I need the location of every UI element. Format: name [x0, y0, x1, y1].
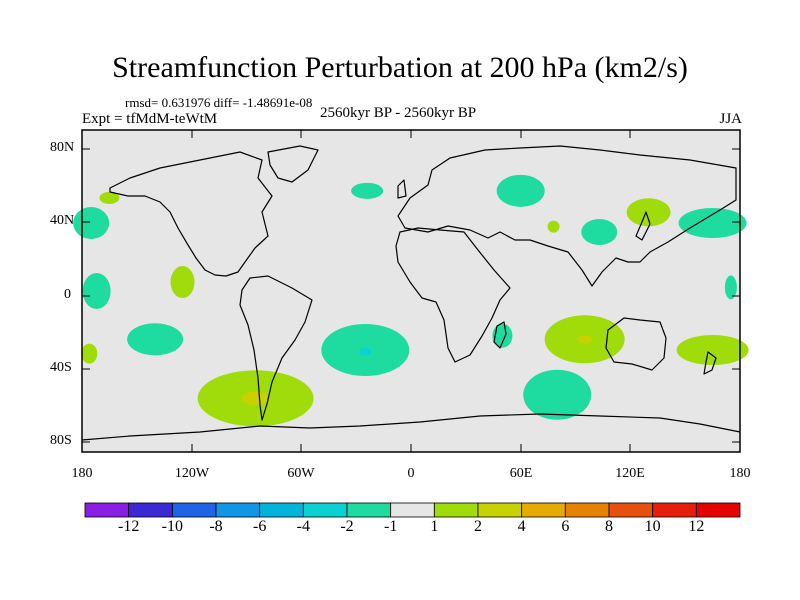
coast-australia [605, 317, 667, 371]
y-tick-80s: 80S [50, 433, 72, 448]
anomaly-blob [678, 208, 747, 239]
anomaly-blob [73, 207, 110, 240]
colorbar-swatch [477, 502, 523, 518]
anomaly-blob [523, 369, 592, 420]
colorbar-swatch [215, 502, 261, 518]
anomaly-blob [81, 343, 98, 364]
colorbar-label: 10 [644, 518, 661, 535]
axis-ticks [82, 130, 740, 452]
anomaly-blob [99, 191, 120, 204]
colorbar-swatch [695, 502, 741, 518]
y-tick-80n: 80N [50, 140, 75, 155]
colorbar-label: 8 [605, 518, 613, 535]
colorbar-swatch [171, 502, 217, 518]
colorbar-label: -6 [252, 518, 267, 535]
anomaly-blob [724, 275, 737, 300]
coastlines [81, 145, 741, 441]
x-tick-180e: 180 [729, 466, 751, 481]
anomaly-blob [82, 273, 111, 309]
colorbar-label: 4 [517, 518, 526, 535]
anomaly-blob [127, 323, 184, 356]
anomaly-blob [581, 218, 618, 245]
colorbar-swatch [302, 502, 348, 518]
colorbar-swatch [433, 502, 479, 518]
colorbar-swatch [128, 502, 173, 518]
x-tick-0: 0 [407, 466, 415, 481]
colorbar-label: 2 [474, 518, 482, 535]
coast-africa [395, 227, 511, 363]
colorbar-swatch [84, 502, 130, 518]
colorbar-swatch [346, 502, 392, 518]
map-title: Streamfunction Perturbation at 200 hPa (… [112, 51, 688, 84]
colorbar [84, 502, 741, 518]
colorbar-label: 6 [561, 518, 570, 535]
coast-madagascar [493, 321, 507, 349]
colorbar-label: -4 [296, 518, 310, 535]
colorbar-swatch [564, 502, 610, 518]
colorbar-swatch [259, 502, 304, 518]
y-tick-40s: 40S [50, 360, 72, 375]
colorbar-label: -10 [161, 518, 183, 535]
x-tick-180w: 180 [71, 466, 93, 481]
coast-new-zealand [703, 351, 717, 375]
coast-north-america [109, 151, 273, 277]
anomaly-blob [170, 266, 195, 299]
colorbar-swatch [608, 502, 654, 518]
anomaly-blob [496, 174, 545, 207]
x-tick-120w: 120W [174, 466, 210, 481]
y-tick-0: 0 [64, 287, 71, 302]
stats-line: rmsd= 0.631976 diff= -1.48691e-08 [125, 95, 313, 110]
colorbar-label: -2 [340, 518, 354, 535]
colorbar-swatch [390, 502, 435, 518]
colorbar-label: -8 [209, 518, 223, 535]
x-tick-120e: 120E [615, 466, 645, 481]
period-label: 2560kyr BP - 2560kyr BP [320, 105, 477, 121]
anomaly-blob [241, 391, 270, 406]
colorbar-label: -12 [117, 518, 140, 535]
coast-uk [397, 179, 407, 199]
y-tick-40n: 40N [50, 213, 75, 228]
anomaly-blob [351, 182, 384, 199]
colorbar-swatch [652, 502, 697, 518]
anomaly-blob [626, 198, 671, 227]
x-tick-60w: 60W [287, 466, 315, 481]
x-tick-60e: 60E [509, 466, 533, 481]
anomaly-blob [676, 335, 749, 366]
coast-south-america [239, 275, 313, 421]
anomaly-blob [492, 323, 513, 348]
season-label: JJA [719, 111, 742, 127]
coast-eurasia [397, 145, 737, 287]
coast-japan [635, 211, 651, 241]
colorbar-label: 12 [688, 518, 705, 535]
anomaly-blob [547, 220, 560, 233]
anomaly-fields [73, 174, 749, 427]
anomaly-blob [576, 335, 593, 344]
anomaly-blob [359, 347, 372, 356]
coast-antarctica [81, 413, 741, 441]
colorbar-swatch [521, 502, 566, 518]
experiment-label: Expt = tfMdM-teWtM [82, 111, 218, 127]
colorbar-label: 1 [430, 518, 439, 535]
coast-greenland [267, 145, 319, 183]
colorbar-label: -1 [383, 518, 398, 535]
